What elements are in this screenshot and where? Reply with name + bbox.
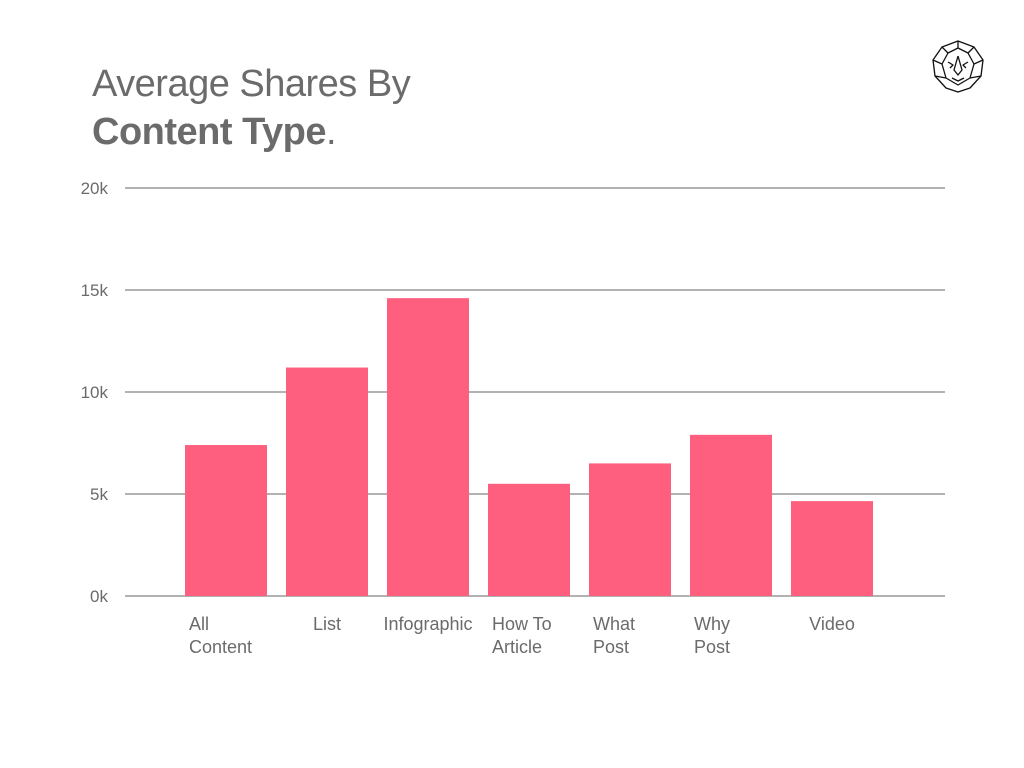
bar (791, 501, 873, 596)
bar (690, 434, 772, 596)
x-category-label-line: Infographic (383, 614, 472, 634)
x-category-label-line: Article (492, 637, 542, 657)
x-category-label: All Content (189, 614, 252, 657)
y-tick-label: 20k (81, 179, 109, 198)
x-category-label-line: Content (189, 637, 252, 657)
bar (185, 445, 267, 596)
x-category-label: Why Post (694, 614, 730, 657)
x-category-label-line: Post (593, 637, 629, 657)
x-category-label-line: Video (809, 614, 855, 634)
title-bold-text: Content Type (92, 111, 326, 153)
y-tick-label: 0k (90, 587, 108, 606)
bars (185, 298, 873, 596)
lion-head-icon (930, 38, 986, 94)
x-category-label-line: Post (694, 637, 730, 657)
x-category-label-line: All (189, 614, 209, 634)
title-line-1: Average Shares By (92, 63, 411, 105)
bar (488, 483, 570, 596)
y-tick-label: 5k (90, 485, 108, 504)
x-category-label: Video (809, 614, 855, 634)
y-tick-label: 10k (81, 383, 109, 402)
x-axis-labels: All Content List Infographic How To Article Wh… (189, 614, 855, 657)
bar (387, 298, 469, 596)
x-category-label-line: What (593, 614, 635, 634)
x-category-label-line: Why (694, 614, 730, 634)
title-suffix: . (325, 111, 337, 153)
x-category-label: What Post (593, 614, 635, 657)
y-tick-label: 15k (81, 281, 109, 300)
x-category-label: List (313, 614, 341, 634)
x-category-label-line: How To (492, 614, 552, 634)
title-line-2: Content Type. (92, 108, 410, 156)
bar (286, 367, 368, 596)
bar (589, 463, 671, 596)
x-category-label-line: List (313, 614, 341, 634)
x-category-label: How To Article (492, 614, 552, 657)
y-axis-ticks: 0k 5k 10k 15k 20k (81, 179, 109, 606)
x-category-label: Infographic (383, 614, 472, 634)
chart-title: Average Shares By Content Type. (92, 60, 411, 156)
